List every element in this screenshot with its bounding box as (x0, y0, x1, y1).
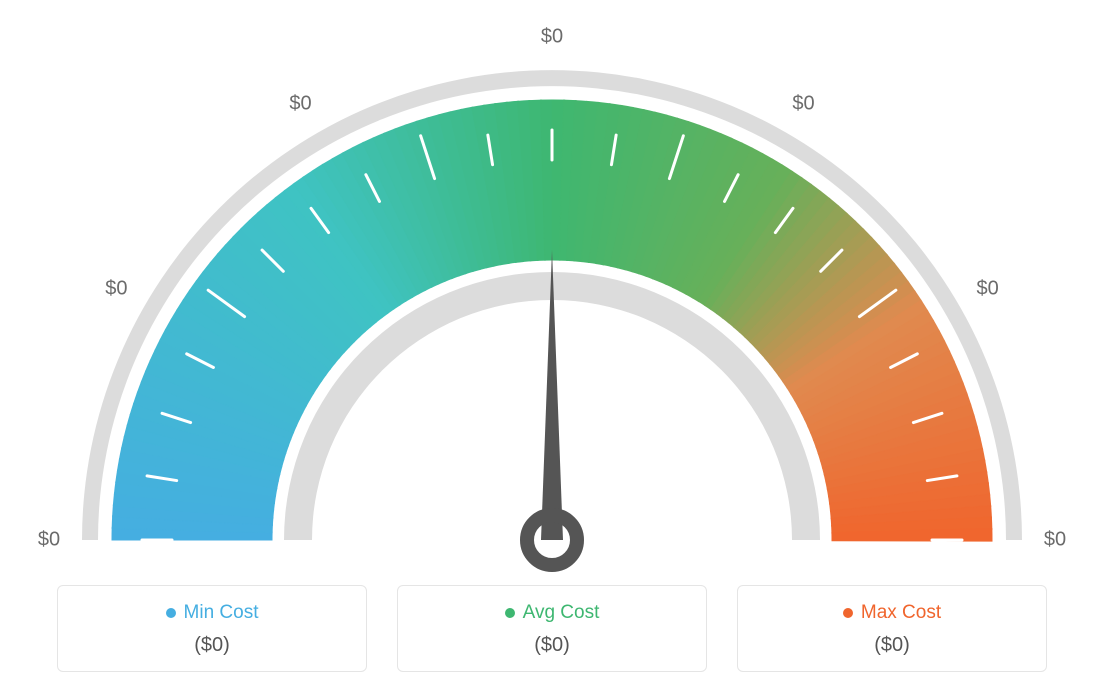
gauge-scale-label: $0 (976, 277, 998, 300)
legend-card-min: Min Cost ($0) (57, 585, 367, 672)
gauge-scale-label: $0 (792, 93, 814, 116)
legend-value-max: ($0) (748, 634, 1036, 657)
legend-dot-min (166, 608, 176, 618)
gauge-scale-label: $0 (1044, 529, 1066, 552)
legend-card-avg: Avg Cost ($0) (397, 585, 707, 672)
gauge-scale-label: $0 (105, 277, 127, 300)
gauge-scale-label: $0 (541, 26, 563, 49)
gauge-scale-label: $0 (289, 93, 311, 116)
cost-gauge: $0$0$0$0$0$0$0 (52, 20, 1052, 580)
legend-title-max: Max Cost (861, 602, 941, 624)
legend-value-avg: ($0) (408, 634, 696, 657)
legend-dot-max (843, 608, 853, 618)
gauge-svg (52, 20, 1052, 580)
legend-value-min: ($0) (68, 634, 356, 657)
legend-card-max: Max Cost ($0) (737, 585, 1047, 672)
legend-dot-avg (505, 608, 515, 618)
gauge-scale-label: $0 (38, 529, 60, 552)
legend-row: Min Cost ($0) Avg Cost ($0) Max Cost ($0… (0, 585, 1104, 672)
legend-title-avg: Avg Cost (523, 602, 600, 624)
legend-title-min: Min Cost (184, 602, 259, 624)
